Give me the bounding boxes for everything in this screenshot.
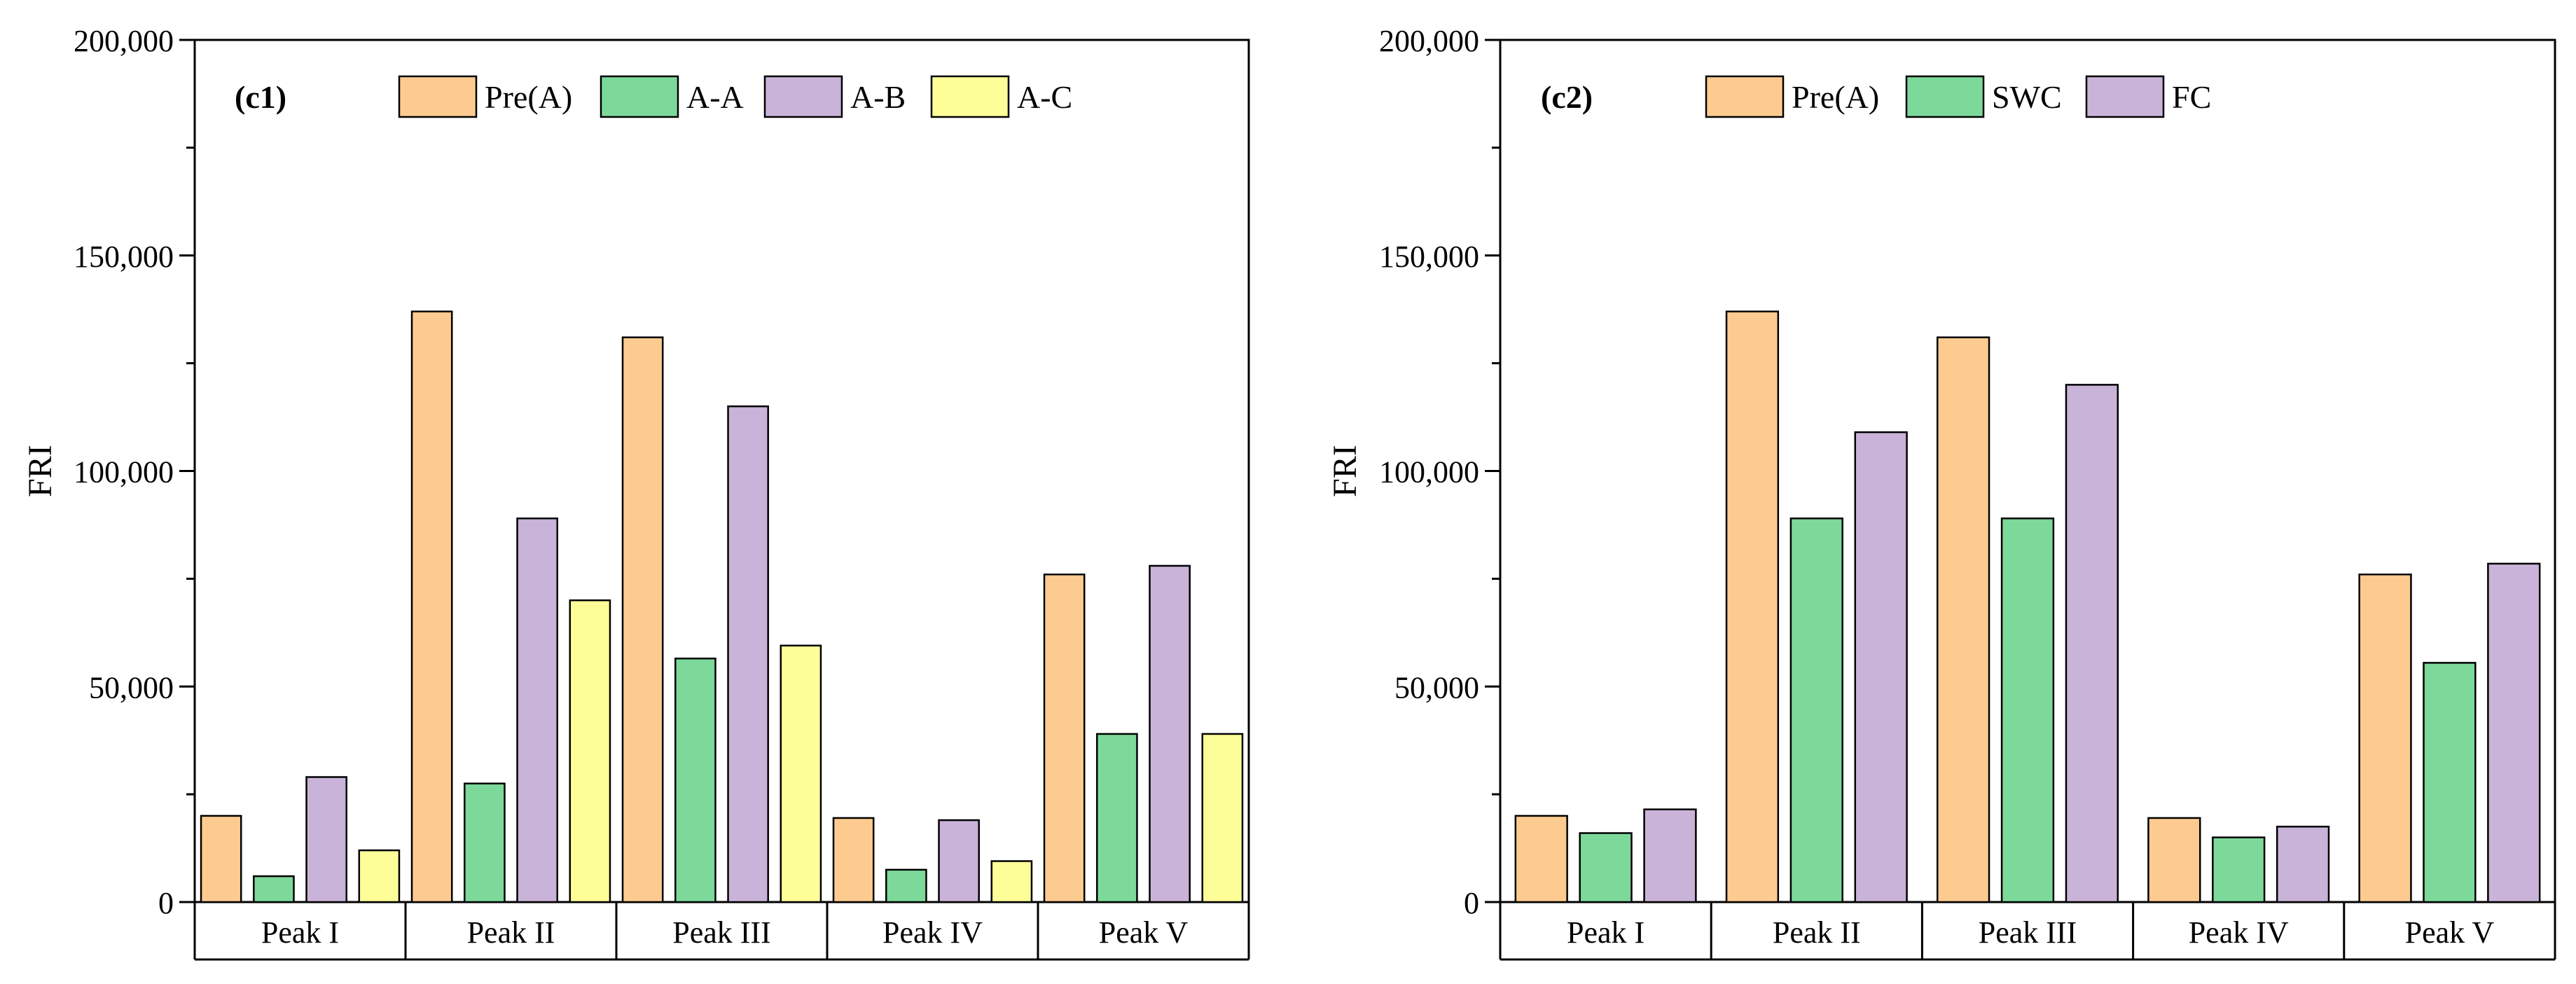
legend: Pre(A) A-A A-B A-C <box>398 75 1072 118</box>
bar-swc-3 <box>2000 517 2055 903</box>
legend-label: A-B <box>850 79 906 115</box>
y-tick-label: 100,000 <box>74 455 174 490</box>
legend-swatch <box>763 75 843 118</box>
x-category-label: Peak III <box>672 915 771 950</box>
chart-panel-c2: 0 50,000 100,000 150,000 200,000 FRI Peak I Pea… <box>1327 24 2556 961</box>
legend: Pre(A) SWC FC <box>1705 75 2211 118</box>
x-category-label: Peak II <box>1773 915 1861 950</box>
bar-a-c-3 <box>780 644 822 903</box>
y-tick-label: 150,000 <box>1379 240 1479 274</box>
bar-pre-a--5 <box>2358 573 2412 903</box>
y-tick-label: 0 <box>1464 886 1479 920</box>
bar-a-b-5 <box>1149 564 1191 903</box>
bar-swc-4 <box>2212 836 2266 903</box>
bar-a-a-3 <box>674 657 716 903</box>
bar-pre-a--4 <box>832 817 875 903</box>
y-tick-label: 50,000 <box>89 670 174 705</box>
bar-a-b-3 <box>727 405 769 903</box>
y-axis-label: FRI <box>1327 445 1364 497</box>
y-tick-label: 150,000 <box>74 240 174 274</box>
bar-swc-5 <box>2423 662 2477 903</box>
panel-label: (c2) <box>1541 79 1593 115</box>
x-category-label: Peak IV <box>882 915 983 950</box>
y-tick-label: 0 <box>158 886 174 920</box>
y-axis-label: FRI <box>22 445 59 497</box>
y-tick-label: 200,000 <box>1379 24 1479 58</box>
legend-label: A-C <box>1017 79 1072 115</box>
legend-label: Pre(A) <box>485 79 572 115</box>
bar-a-c-2 <box>569 599 611 903</box>
x-category-label: Peak I <box>261 915 339 950</box>
legend-swatch <box>600 75 679 118</box>
x-category-label: Peak II <box>467 915 555 950</box>
legend-swatch <box>930 75 1010 118</box>
bar-a-a-4 <box>885 868 927 903</box>
bar-a-a-1 <box>253 875 295 903</box>
x-category-label: Peak V <box>2405 915 2495 950</box>
bar-pre-a--2 <box>410 310 453 903</box>
legend-swatch <box>398 75 478 118</box>
y-tick-label: 100,000 <box>1379 455 1479 490</box>
bar-a-b-1 <box>305 776 347 903</box>
legend-label: Pre(A) <box>1792 79 1879 115</box>
bar-pre-a--3 <box>621 336 664 903</box>
legend-label: A-A <box>686 79 744 115</box>
bar-a-c-4 <box>990 860 1033 903</box>
bar-a-a-5 <box>1096 733 1138 903</box>
bar-fc-4 <box>2276 826 2330 903</box>
bar-swc-1 <box>1579 832 1633 903</box>
bar-a-b-4 <box>938 819 980 903</box>
bar-a-b-2 <box>516 517 558 903</box>
bar-a-a-2 <box>464 782 506 903</box>
bar-fc-3 <box>2065 384 2119 903</box>
legend-label: SWC <box>1992 79 2062 115</box>
x-category-label: Peak III <box>1979 915 2077 950</box>
bar-pre-a--1 <box>200 815 242 903</box>
bar-pre-a--1 <box>1514 815 1568 903</box>
bar-fc-1 <box>1643 808 1697 903</box>
bar-pre-a--2 <box>1725 310 1780 903</box>
legend-swatch <box>2085 75 2165 118</box>
bar-swc-2 <box>1789 517 1843 903</box>
bar-pre-a--4 <box>2147 817 2201 903</box>
bar-a-c-1 <box>358 849 401 903</box>
y-tick-label: 200,000 <box>74 24 174 58</box>
y-tick-label: 50,000 <box>1394 670 1479 705</box>
legend-label: FC <box>2172 79 2211 115</box>
legend-swatch <box>1905 75 1985 118</box>
x-category-label: Peak V <box>1099 915 1189 950</box>
plot-frame <box>193 39 1250 903</box>
bar-pre-a--5 <box>1043 573 1086 903</box>
bar-fc-2 <box>1854 431 1908 903</box>
bar-a-c-5 <box>1201 733 1244 903</box>
panel-label: (c1) <box>235 79 286 115</box>
legend-swatch <box>1705 75 1785 118</box>
bar-pre-a--3 <box>1936 336 1990 903</box>
x-category-label: Peak I <box>1567 915 1644 950</box>
bar-fc-5 <box>2487 562 2541 903</box>
chart-panel-c1: 0 50,000 100,000 150,000 200,000 FRI Peak I Pea… <box>22 24 1250 961</box>
x-category-label: Peak IV <box>2189 915 2289 950</box>
